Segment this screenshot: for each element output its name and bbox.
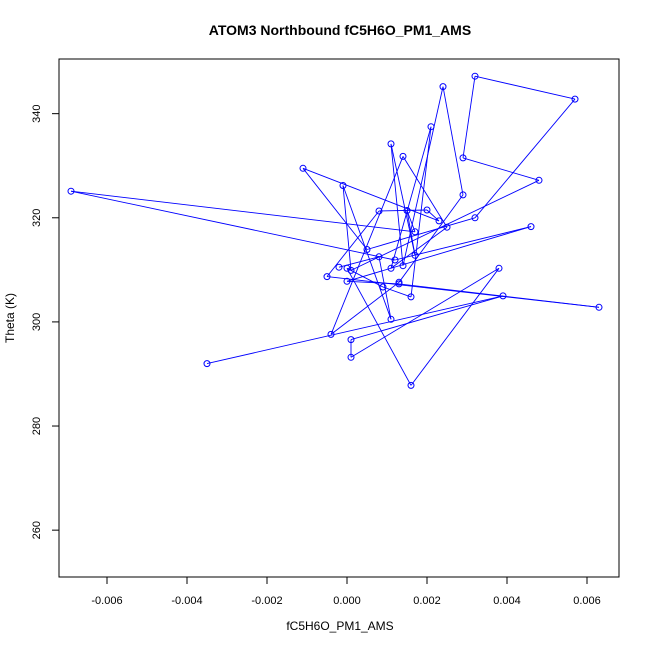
series-segment xyxy=(378,256,392,320)
series-segment xyxy=(70,190,396,261)
data-point xyxy=(443,223,451,231)
y-tick-label: 340 xyxy=(31,104,43,122)
data-point xyxy=(343,277,351,285)
data-point xyxy=(327,330,335,338)
series-segment xyxy=(346,267,384,288)
data-point xyxy=(395,280,403,288)
data-point xyxy=(347,336,355,344)
series-segment xyxy=(366,217,476,250)
data-point xyxy=(363,246,371,253)
data-point xyxy=(343,264,351,272)
y-axis-label: Theta (K) xyxy=(3,293,17,343)
series-segment xyxy=(342,185,352,271)
data-point xyxy=(379,283,387,291)
series-segment xyxy=(378,209,428,212)
y-tick-label: 260 xyxy=(31,521,43,539)
data-point xyxy=(375,207,383,215)
data-point xyxy=(499,292,507,300)
series-segment xyxy=(462,157,540,181)
series-segment xyxy=(390,226,448,269)
series-segment xyxy=(402,86,444,266)
data-point xyxy=(391,256,399,264)
data-point xyxy=(387,140,395,148)
data-point xyxy=(495,264,503,272)
data-point xyxy=(407,293,415,301)
data-point xyxy=(67,187,75,195)
data-point xyxy=(423,206,431,214)
data-point xyxy=(427,123,435,131)
plot-frame xyxy=(58,58,620,578)
series-segment xyxy=(410,268,500,386)
x-tick-label: 0.006 xyxy=(573,595,601,607)
series-points xyxy=(67,72,603,389)
series-segment xyxy=(474,75,576,100)
series-segment xyxy=(206,295,504,365)
data-point xyxy=(471,214,479,222)
data-point xyxy=(411,228,419,236)
data-point xyxy=(323,273,331,281)
series-segment xyxy=(330,156,404,335)
data-point xyxy=(435,217,443,225)
data-point xyxy=(399,262,407,270)
series-segment xyxy=(402,156,448,228)
data-point xyxy=(527,223,535,231)
data-point xyxy=(339,182,347,189)
y-tick-label: 300 xyxy=(31,313,43,331)
data-point xyxy=(459,191,467,199)
series-segment xyxy=(302,167,440,222)
chart-title: ATOM3 Northbound fC5H6O_PM1_AMS xyxy=(209,22,471,38)
series-segment xyxy=(70,190,416,233)
data-point xyxy=(335,263,343,271)
data-point xyxy=(347,353,355,361)
data-point xyxy=(411,251,419,259)
data-point xyxy=(387,264,395,272)
data-point xyxy=(459,154,467,162)
x-tick-label: -0.004 xyxy=(171,595,202,607)
series-segment xyxy=(350,295,504,341)
x-tick-label: 0.004 xyxy=(493,595,521,607)
series-lines xyxy=(70,75,600,386)
series-segment xyxy=(442,86,464,195)
data-point xyxy=(571,95,579,103)
data-point xyxy=(375,253,383,261)
series-segment xyxy=(398,194,464,283)
x-tick-label: -0.002 xyxy=(251,595,282,607)
y-axis: 260 280 300 320 340 xyxy=(31,104,59,539)
series-segment xyxy=(326,210,380,277)
data-point xyxy=(387,315,395,323)
data-point xyxy=(203,360,211,368)
data-point xyxy=(535,176,543,184)
data-point xyxy=(407,381,415,389)
series-segment xyxy=(474,98,576,219)
x-tick-label: 0.002 xyxy=(413,595,441,607)
data-point xyxy=(299,164,307,172)
data-point xyxy=(595,303,603,311)
series-segment xyxy=(346,226,532,282)
series-segment xyxy=(462,76,476,158)
data-point xyxy=(347,266,355,274)
x-tick-label: 0.000 xyxy=(333,595,361,607)
series-segment xyxy=(326,276,600,308)
series-segment xyxy=(390,126,432,269)
y-tick-label: 280 xyxy=(31,417,43,435)
y-tick-label: 320 xyxy=(31,209,43,227)
data-point xyxy=(471,72,479,80)
x-tick-label: -0.006 xyxy=(91,595,122,607)
x-axis-label: fC5H6O_PM1_AMS xyxy=(286,619,393,633)
data-point xyxy=(399,152,407,160)
series-segment xyxy=(330,281,400,335)
series-segment xyxy=(302,168,368,250)
data-point xyxy=(403,207,411,214)
x-axis: -0.006 -0.004 -0.002 0.000 0.002 0.004 0.006 xyxy=(91,577,601,607)
series-segment xyxy=(350,267,500,358)
series-segment xyxy=(346,268,412,386)
series-segment xyxy=(382,286,412,298)
data-point xyxy=(439,83,447,91)
series-segment xyxy=(406,210,416,232)
series-segment xyxy=(406,210,416,256)
